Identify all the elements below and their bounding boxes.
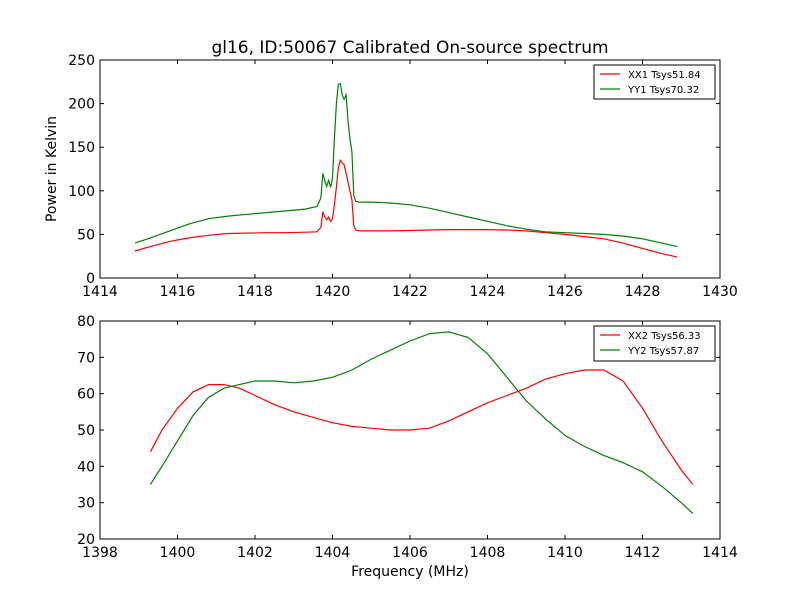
- x-tick-label: 1412: [625, 545, 661, 561]
- y-tick-label: 200: [68, 97, 95, 113]
- legend: XX2 Tsys56.33 YY2 Tsys57.87: [593, 325, 716, 362]
- y-tick-label: 30: [77, 496, 95, 512]
- y-tick-label: 50: [77, 227, 95, 243]
- y-tick-label: 150: [68, 140, 95, 156]
- x-tick-label: 1418: [237, 284, 273, 300]
- y-tick-label: 50: [77, 423, 95, 439]
- x-tick-label: 1420: [315, 284, 351, 300]
- y-tick-label: 40: [77, 459, 95, 475]
- plot-title: gl16, ID:50067 Calibrated On-source spec…: [211, 38, 608, 58]
- x-tick-label: 1424: [470, 284, 506, 300]
- series-line-0-0: [134, 158, 678, 258]
- legend-label: YY2 Tsys57.87: [627, 346, 699, 357]
- x-tick-label: 1430: [702, 284, 738, 300]
- x-tick-label: 1406: [392, 545, 428, 561]
- x-tick-label: 1414: [702, 545, 738, 561]
- x-tick-label: 1398: [82, 545, 118, 561]
- legend-box: [593, 64, 716, 100]
- x-tick-label: 1404: [315, 545, 351, 561]
- y-tick-label: 60: [77, 387, 95, 403]
- series-line-0-1: [134, 82, 678, 248]
- y-axis-label: Power in Kelvin: [44, 116, 60, 222]
- x-tick-label: 1410: [547, 545, 583, 561]
- y-tick-label: 250: [68, 53, 95, 69]
- x-tick-label: 1422: [392, 284, 428, 300]
- x-tick-label: 1408: [470, 545, 506, 561]
- legend-label: XX2 Tsys56.33: [628, 331, 701, 342]
- y-tick-label: 70: [77, 350, 95, 366]
- series-line-1-0: [149, 369, 694, 485]
- series-line-1-1: [149, 331, 694, 515]
- x-axis-label: Frequency (MHz): [351, 564, 469, 580]
- y-tick-label: 0: [86, 271, 95, 287]
- legend-label: YY1 Tsys70.32: [627, 85, 699, 96]
- y-tick-label: 80: [77, 314, 95, 330]
- x-tick-label: 1428: [625, 284, 661, 300]
- bottom-chart-panel: 1398 1400 1402 1404 1406 1408 1410 1412 1414 20 30…: [77, 314, 738, 580]
- legend: XX1 Tsys51.84 YY1 Tsys70.32: [593, 64, 716, 100]
- x-tick-label: 1414: [82, 284, 118, 300]
- legend-label: XX1 Tsys51.84: [628, 70, 701, 81]
- x-tick-label: 1426: [547, 284, 583, 300]
- legend-box: [593, 325, 716, 362]
- y-tick-label: 20: [77, 532, 95, 548]
- top-chart-panel: 1414 1416 1418 1420 1422 1424 1426 1428 1430 0 50 1…: [44, 53, 738, 300]
- x-tick-label: 1416: [160, 284, 196, 300]
- x-tick-label: 1400: [160, 545, 196, 561]
- y-tick-label: 100: [68, 184, 95, 200]
- x-tick-label: 1402: [237, 545, 273, 561]
